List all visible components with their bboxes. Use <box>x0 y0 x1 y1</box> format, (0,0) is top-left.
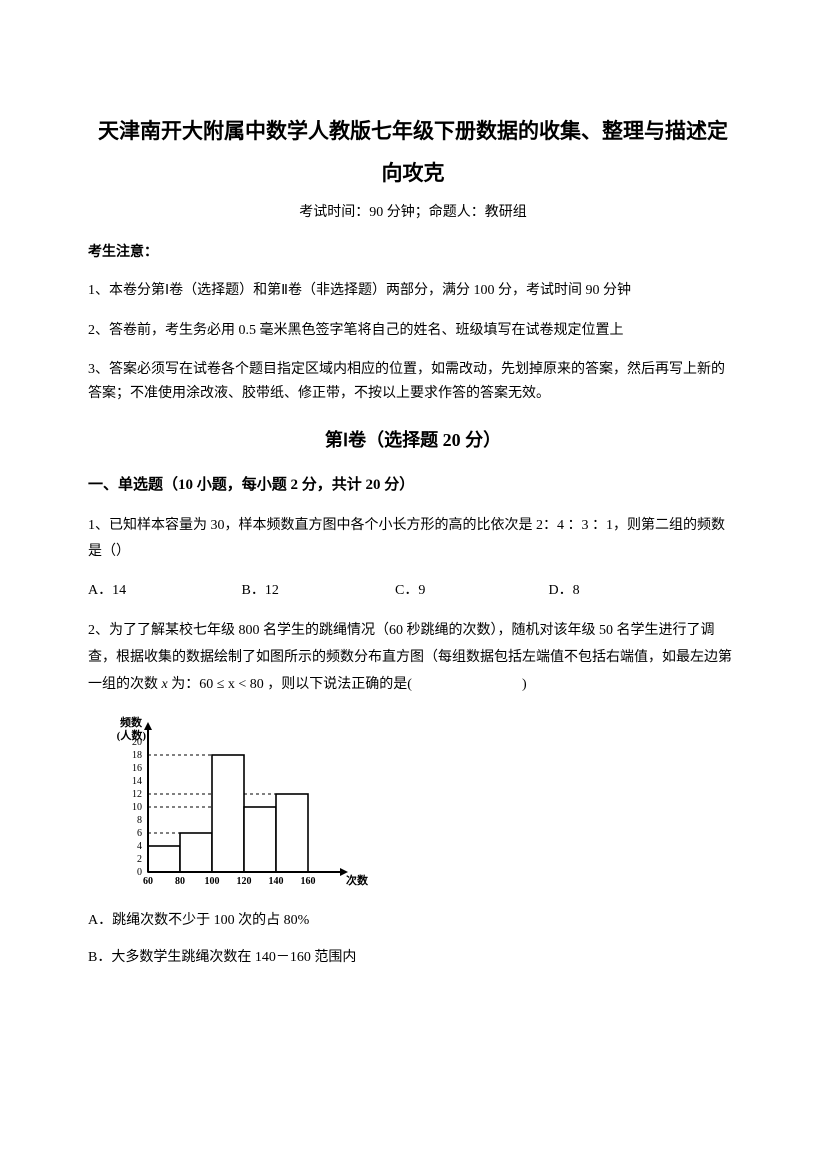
notice-item-2: 2、答卷前，考生务必用 0.5 毫米黑色签字笔将自己的姓名、班级填写在试卷规定位… <box>88 319 738 343</box>
svg-text:60: 60 <box>143 876 153 887</box>
q2-option-b: B．大多数学生跳绳次数在 140－160 范围内 <box>88 947 738 969</box>
svg-text:120: 120 <box>237 876 252 887</box>
svg-text:18: 18 <box>132 750 142 761</box>
histogram-chart: 频数(人数)024681012141618206080100120140160次… <box>98 712 738 892</box>
svg-text:12: 12 <box>132 789 142 800</box>
doc-subtitle: 考试时间：90 分钟；命题人：教研组 <box>88 202 738 224</box>
svg-text:10: 10 <box>132 802 142 813</box>
svg-text:16: 16 <box>132 763 142 774</box>
q2-option-a: A．跳绳次数不少于 100 次的占 80% <box>88 910 738 932</box>
svg-text:频数: 频数 <box>120 715 143 729</box>
q2-text-end: ) <box>522 677 527 692</box>
svg-text:80: 80 <box>175 876 185 887</box>
svg-text:140: 140 <box>269 876 284 887</box>
doc-title-line1: 天津南开大附属中数学人教版七年级下册数据的收集、整理与描述定 <box>88 110 738 152</box>
q1-option-a: A．14 <box>88 580 238 602</box>
svg-text:160: 160 <box>301 876 316 887</box>
svg-text:20: 20 <box>132 737 142 748</box>
section-1-header: 第Ⅰ卷（选择题 20 分） <box>88 426 738 455</box>
doc-title-line2: 向攻克 <box>88 152 738 194</box>
svg-text:4: 4 <box>137 841 142 852</box>
svg-text:2: 2 <box>137 854 142 865</box>
question-1-options: A．14 B．12 C．9 D．8 <box>88 580 738 602</box>
question-group-header: 一、单选题（10 小题，每小题 2 分，共计 20 分） <box>88 473 738 497</box>
notice-item-3: 3、答案必须写在试卷各个题目指定区域内相应的位置，如需改动，先划掉原来的答案，然… <box>88 358 738 406</box>
svg-text:8: 8 <box>137 815 142 826</box>
notice-item-1: 1、本卷分第Ⅰ卷（选择题）和第Ⅱ卷（非选择题）两部分，满分 100 分，考试时间… <box>88 279 738 303</box>
svg-text:14: 14 <box>132 776 142 787</box>
q1-option-c: C．9 <box>395 580 545 602</box>
question-1-text: 1、已知样本容量为 30，样本频数直方图中各个小长方形的高的比依次是 2：4 ：… <box>88 513 738 566</box>
notice-header: 考生注意： <box>88 242 738 264</box>
q1-option-b: B．12 <box>242 580 392 602</box>
q1-option-d: D．8 <box>549 580 699 602</box>
svg-text:6: 6 <box>137 828 142 839</box>
svg-text:次数: 次数 <box>346 873 368 887</box>
svg-text:0: 0 <box>137 867 142 878</box>
svg-text:100: 100 <box>205 876 220 887</box>
histogram-svg: 频数(人数)024681012141618206080100120140160次… <box>98 712 368 892</box>
question-2-text: 2、为了了解某校七年级 800 名学生的跳绳情况（60 秒跳绳的次数），随机对该… <box>88 618 738 698</box>
q2-text-range: 为：60 ≤ x < 80 ，则以下说法正确的是( <box>168 677 412 692</box>
